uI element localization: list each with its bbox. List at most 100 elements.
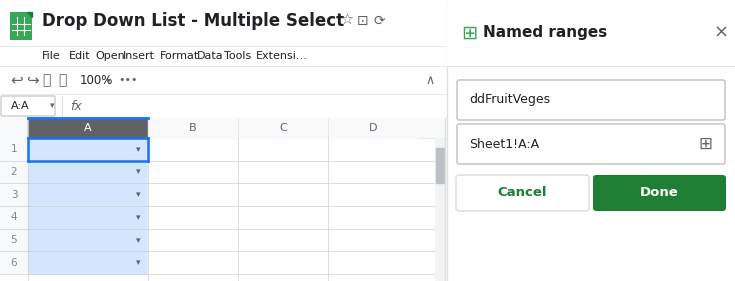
Bar <box>148 118 238 138</box>
Bar <box>238 183 328 206</box>
Text: ddFruitVeges: ddFruitVeges <box>469 94 550 106</box>
Bar <box>0 229 28 251</box>
Bar <box>0 46 735 66</box>
Bar <box>447 0 735 66</box>
Bar <box>28 183 148 206</box>
Text: ▾: ▾ <box>106 75 111 85</box>
Text: Extensi…: Extensi… <box>256 51 308 61</box>
Text: ▾: ▾ <box>136 213 140 222</box>
Text: ↪: ↪ <box>26 72 39 87</box>
Bar <box>28 138 148 161</box>
Bar <box>0 94 447 118</box>
Bar <box>238 229 328 251</box>
Bar <box>0 183 28 206</box>
Text: ☆: ☆ <box>340 13 353 28</box>
Bar <box>328 138 418 161</box>
Text: C: C <box>279 123 287 133</box>
Text: 🖨: 🖨 <box>42 73 51 87</box>
Bar <box>148 138 238 161</box>
Text: 4: 4 <box>11 212 18 223</box>
Bar <box>0 118 28 138</box>
Text: ⟳: ⟳ <box>374 14 386 28</box>
Text: •••: ••• <box>118 75 137 85</box>
Text: File: File <box>42 51 61 61</box>
Text: Data: Data <box>197 51 223 61</box>
Text: ▾: ▾ <box>50 101 54 110</box>
FancyBboxPatch shape <box>457 80 725 120</box>
Bar <box>148 206 238 229</box>
Text: 2: 2 <box>11 167 18 177</box>
Text: 👑: 👑 <box>711 16 718 26</box>
Text: Open: Open <box>96 51 126 61</box>
Bar <box>328 118 418 138</box>
Bar <box>238 138 328 161</box>
Bar <box>28 206 148 229</box>
Bar <box>238 161 328 183</box>
Bar <box>436 148 444 183</box>
Text: Cancel: Cancel <box>498 187 548 200</box>
Bar <box>28 229 148 251</box>
Bar <box>28 161 148 183</box>
FancyBboxPatch shape <box>483 7 549 41</box>
Bar <box>10 12 32 40</box>
Bar <box>328 229 418 251</box>
Bar <box>148 161 238 183</box>
Text: ▾: ▾ <box>136 145 140 154</box>
Text: Format: Format <box>159 51 199 61</box>
Bar <box>238 118 328 138</box>
Text: ▾: ▾ <box>136 236 140 245</box>
Text: Drop Down List - Multiple Select: Drop Down List - Multiple Select <box>42 12 344 30</box>
FancyBboxPatch shape <box>457 124 725 164</box>
Bar <box>0 138 28 161</box>
Bar <box>435 138 445 281</box>
Text: A: A <box>85 123 92 133</box>
Bar <box>238 251 328 274</box>
Text: Sheet1!A:A: Sheet1!A:A <box>469 137 539 151</box>
Text: ×: × <box>714 24 728 42</box>
Text: ↩: ↩ <box>10 72 23 87</box>
Text: ▾: ▾ <box>136 258 140 267</box>
Bar <box>10 12 32 40</box>
Text: ∧: ∧ <box>425 74 434 87</box>
Bar <box>0 66 735 94</box>
Bar <box>0 0 735 46</box>
Bar <box>28 251 148 274</box>
Bar <box>328 161 418 183</box>
Bar <box>28 118 148 138</box>
Text: ≡: ≡ <box>458 11 474 30</box>
Text: 5: 5 <box>11 235 18 245</box>
Text: ⊞: ⊞ <box>698 135 712 153</box>
Bar <box>0 118 447 138</box>
Text: 100%: 100% <box>80 74 113 87</box>
Bar <box>238 206 328 229</box>
Text: Done: Done <box>640 187 679 200</box>
Text: Tools: Tools <box>223 51 251 61</box>
Text: ⊞: ⊞ <box>461 24 477 42</box>
Text: A:A: A:A <box>11 101 29 111</box>
Circle shape <box>702 8 728 34</box>
Text: 🔒 Share: 🔒 Share <box>572 17 625 31</box>
FancyBboxPatch shape <box>593 175 726 211</box>
Bar <box>148 229 238 251</box>
Text: D: D <box>369 123 377 133</box>
Text: ⊡: ⊡ <box>357 14 369 28</box>
Bar <box>447 0 735 281</box>
Text: 6: 6 <box>11 258 18 268</box>
Text: B: B <box>189 123 197 133</box>
Bar <box>0 251 28 274</box>
Text: Named ranges: Named ranges <box>483 26 607 40</box>
Bar <box>0 161 28 183</box>
Bar <box>148 183 238 206</box>
Text: 1: 1 <box>11 144 18 154</box>
Text: fx: fx <box>70 99 82 112</box>
Bar <box>328 251 418 274</box>
Text: 3: 3 <box>11 190 18 200</box>
Text: ▾: ▾ <box>136 167 140 176</box>
Bar <box>328 183 418 206</box>
FancyBboxPatch shape <box>555 7 641 41</box>
Text: Insert: Insert <box>123 51 154 61</box>
Bar <box>328 206 418 229</box>
Bar <box>0 206 28 229</box>
Text: 🎨: 🎨 <box>58 73 66 87</box>
Text: 📹▾: 📹▾ <box>509 17 523 31</box>
